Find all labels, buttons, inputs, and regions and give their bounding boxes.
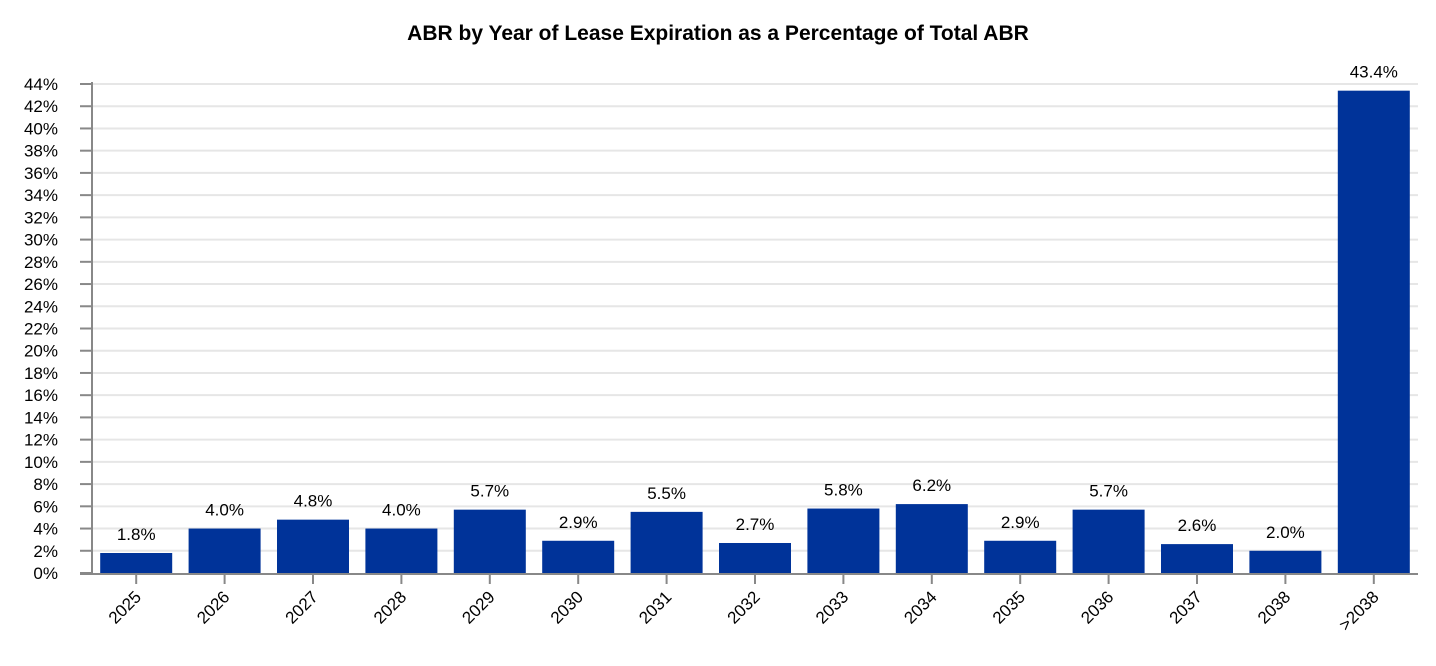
data-label: 2.9% [559, 513, 598, 532]
data-label: 4.0% [205, 501, 244, 520]
y-tick-label: 10% [24, 453, 58, 472]
bar-2037 [1161, 544, 1233, 573]
x-tick-label: 2036 [1077, 587, 1117, 627]
x-tick-label: 2027 [282, 587, 322, 627]
data-label: 6.2% [912, 476, 951, 495]
bar-2036 [1072, 509, 1145, 573]
x-tick-label: >2038 [1335, 587, 1382, 634]
chart-title: ABR by Year of Lease Expiration as a Per… [407, 22, 1029, 45]
bar-2029 [453, 509, 526, 573]
y-tick-label: 8% [33, 475, 58, 494]
x-tick-label: 2034 [900, 587, 940, 627]
data-label: 4.0% [382, 501, 421, 520]
bar-2032 [719, 542, 791, 573]
bar-2034 [895, 504, 968, 573]
y-tick-label: 30% [24, 231, 58, 250]
y-tick-label: 18% [24, 364, 58, 383]
data-label: 1.8% [117, 525, 156, 544]
data-label: 2.0% [1266, 523, 1305, 542]
y-tick-label: 14% [24, 408, 58, 427]
y-tick-label: 44% [24, 75, 58, 94]
y-tick-label: 42% [24, 97, 58, 116]
x-tick-label: 2035 [989, 587, 1029, 627]
data-label: 4.8% [294, 492, 333, 511]
bar-2028 [365, 528, 438, 573]
y-tick-label: 20% [24, 342, 58, 361]
x-tick-label: 2026 [193, 587, 233, 627]
y-tick-label: 6% [33, 497, 58, 516]
x-tick-label: 2030 [547, 587, 587, 627]
y-tick-label: 0% [33, 564, 58, 583]
y-tick-label: 40% [24, 119, 58, 138]
y-tick-label: 26% [24, 275, 58, 294]
bar->2038 [1337, 90, 1410, 573]
y-tick-label: 12% [24, 431, 58, 450]
x-tick-label: 2037 [1166, 587, 1206, 627]
x-axis-labels: 2025 2026 2027 2028 2029 2030 2031 2032 2033 2034… [105, 574, 1383, 635]
y-tick-label: 24% [24, 297, 58, 316]
bar-2038 [1249, 550, 1322, 573]
x-tick-label: 2025 [105, 587, 145, 627]
y-tick-label: 36% [24, 164, 58, 183]
bar-2030 [542, 540, 615, 573]
y-tick-label: 32% [24, 208, 58, 227]
y-tick-label: 4% [33, 520, 58, 539]
data-label: 2.7% [736, 515, 775, 534]
data-label: 5.8% [824, 481, 863, 500]
x-tick-label: 2031 [635, 587, 675, 627]
gridlines [92, 83, 1418, 552]
x-tick-label: 2029 [458, 587, 498, 627]
bar-2026 [188, 528, 261, 573]
y-tick-label: 38% [24, 142, 58, 161]
y-tick-label: 28% [24, 253, 58, 272]
bar-2035 [984, 540, 1057, 573]
bar-2027 [277, 519, 349, 573]
y-axis-labels: 0% 2% 4% 6% 8% 10% 12% 14% 16% 18% 20% 22% 24% 26% 28%… [24, 75, 92, 583]
y-tick-label: 34% [24, 186, 58, 205]
data-label: 5.7% [470, 482, 509, 501]
bars: 1.8% 4.0% 4.8% 4.0% 5.7% 2.9% 5.5% 2.7% 5.8% 6.2%… [100, 63, 1410, 573]
bar-2031 [630, 511, 703, 573]
data-label: 2.9% [1001, 513, 1040, 532]
y-tick-label: 22% [24, 320, 58, 339]
y-tick-label: 16% [24, 386, 58, 405]
data-label: 43.4% [1350, 63, 1398, 82]
data-label: 2.6% [1178, 516, 1217, 535]
x-tick-label: 2032 [724, 587, 764, 627]
bar-2033 [807, 508, 880, 573]
x-tick-label: 2028 [370, 587, 410, 627]
y-tick-label: 2% [33, 542, 58, 561]
x-tick-label: 2033 [812, 587, 852, 627]
x-tick-label: 2038 [1254, 587, 1294, 627]
data-label: 5.5% [647, 484, 686, 503]
data-label: 5.7% [1089, 482, 1128, 501]
bar-2025 [100, 552, 173, 573]
